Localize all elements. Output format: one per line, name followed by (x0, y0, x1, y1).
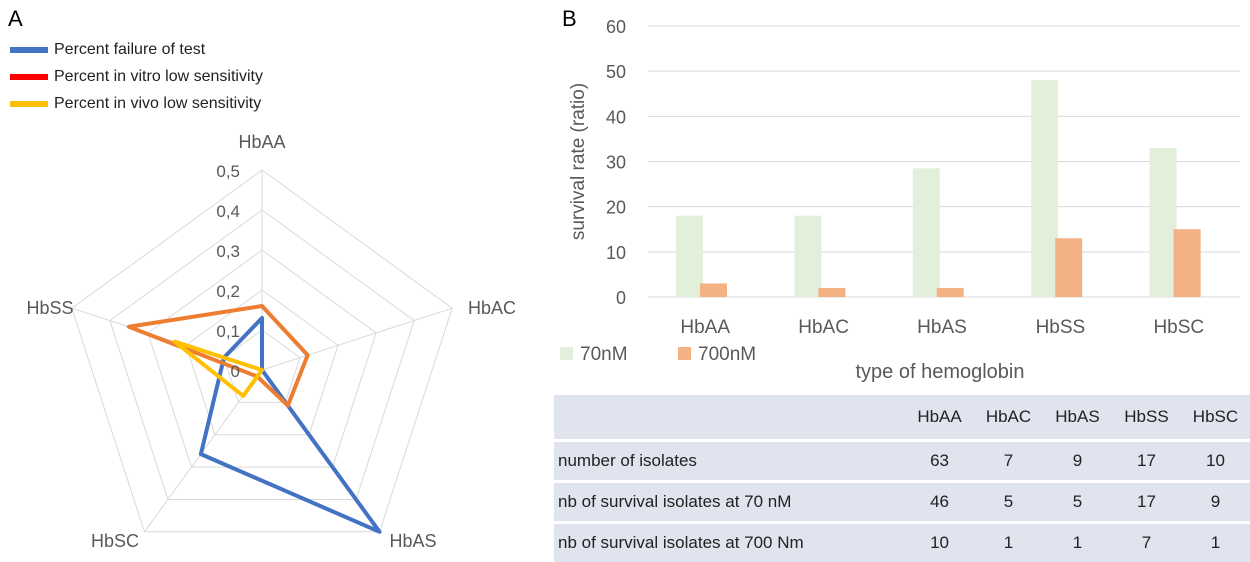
data-table-wrapper: HbAA HbAC HbAS HbSS HbSC number of isola… (554, 395, 1250, 562)
bar-legend-swatch (560, 347, 573, 360)
bar-y-tick-label: 50 (606, 62, 626, 82)
radar-tick-label: 0,1 (216, 322, 240, 341)
isolates-table: HbAA HbAC HbAS HbSS HbSC number of isola… (554, 395, 1250, 562)
table-cell: 9 (1043, 441, 1112, 482)
bar-700nM (700, 283, 727, 297)
table-header-row: HbAA HbAC HbAS HbSS HbSC (554, 395, 1250, 441)
table-row: number of isolates 63 7 9 17 10 (554, 441, 1250, 482)
table-cell: 10 (1181, 441, 1250, 482)
bar-70nM (1150, 148, 1177, 297)
table-header-cell: HbSC (1181, 395, 1250, 441)
bar-700nM (1055, 238, 1082, 297)
radar-tick-label: 0,2 (216, 282, 240, 301)
table-cell: 10 (905, 523, 974, 562)
table-cell: 7 (974, 441, 1043, 482)
table-row-label: nb of survival isolates at 70 nM (554, 482, 905, 523)
bar-category-label: HbAS (917, 317, 967, 338)
bar-x-axis-title: type of hemoglobin (855, 361, 1024, 383)
bar-70nM (794, 216, 821, 297)
table-cell: 7 (1112, 523, 1181, 562)
bar-y-tick-label: 10 (606, 243, 626, 263)
table-row: nb of survival isolates at 70 nM 46 5 5 … (554, 482, 1250, 523)
bar-700nM (937, 288, 964, 297)
bar-category-label: HbAC (798, 317, 849, 338)
bar-y-axis-title: survival rate (ratio) (568, 83, 589, 240)
bar-70nM (913, 168, 940, 297)
table-cell: 5 (1043, 482, 1112, 523)
table-header-cell: HbAC (974, 395, 1043, 441)
table-header-cell: HbSS (1112, 395, 1181, 441)
table-header-cell: HbAA (905, 395, 974, 441)
table-cell: 1 (1181, 523, 1250, 562)
bar-y-tick-label: 30 (606, 153, 626, 173)
radar-axis-label: HbAS (389, 531, 436, 551)
bar-y-tick-label: 0 (616, 288, 626, 308)
table-cell: 5 (974, 482, 1043, 523)
table-cell: 63 (905, 441, 974, 482)
bar-category-label: HbSC (1153, 317, 1204, 338)
radar-axis-label: HbAC (468, 298, 516, 318)
table-cell: 17 (1112, 441, 1181, 482)
radar-tick-label: 0 (231, 362, 240, 381)
radar-tick-label: 0,5 (216, 162, 240, 181)
bar-70nM (676, 216, 703, 297)
radar-tick-label: 0,3 (216, 242, 240, 261)
table-cell: 9 (1181, 482, 1250, 523)
bar-70nM (1031, 80, 1058, 297)
bar-legend-swatch (678, 347, 691, 360)
radar-chart: 0 0,1 0,2 0,3 0,4 0,5 HbAA HbAC HbAS HbSC HbSS (0, 0, 550, 561)
bar-700nM (818, 288, 845, 297)
table-row-label: nb of survival isolates at 700 Nm (554, 523, 905, 562)
table-cell: 17 (1112, 482, 1181, 523)
radar-axis-label: HbSC (91, 531, 139, 551)
bar-chart: 0 10 20 30 40 50 60 HbAA HbAC HbAS HbSS HbSC surviva… (550, 0, 1250, 395)
bar-700nM (1174, 229, 1201, 297)
bar-legend-label: 700nM (698, 344, 756, 365)
table-row: nb of survival isolates at 700 Nm 10 1 1… (554, 523, 1250, 562)
radar-axis-label: HbSS (26, 298, 73, 318)
bar-category-label: HbSS (1036, 317, 1086, 338)
bar-y-tick-label: 20 (606, 198, 626, 218)
table-cell: 1 (1043, 523, 1112, 562)
radar-tick-label: 0,4 (216, 202, 240, 221)
table-header-cell (554, 395, 905, 441)
bar-legend-label: 70nM (580, 344, 628, 365)
radar-axis-label: HbAA (238, 132, 285, 152)
table-cell: 46 (905, 482, 974, 523)
bar-category-label: HbAA (680, 317, 730, 338)
bar-y-tick-label: 60 (606, 17, 626, 37)
bar-y-tick-label: 40 (606, 107, 626, 127)
table-cell: 1 (974, 523, 1043, 562)
table-header-cell: HbAS (1043, 395, 1112, 441)
table-row-label: number of isolates (554, 441, 905, 482)
